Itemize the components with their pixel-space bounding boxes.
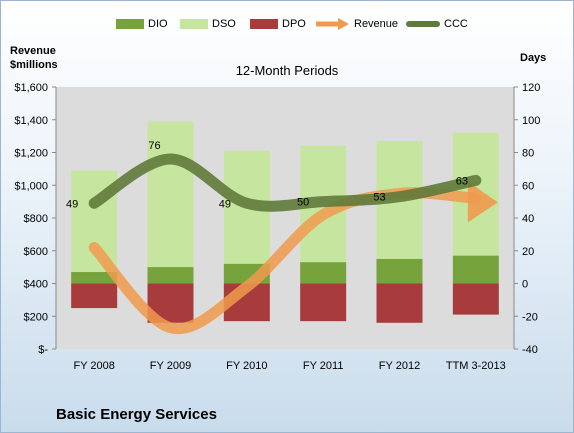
- bar-dio: [300, 262, 347, 284]
- ccc-data-label: 50: [297, 197, 309, 209]
- legend-item-dio: DIO: [116, 14, 168, 34]
- legend-label-dso: DSO: [212, 18, 236, 30]
- bar-dpo: [376, 283, 423, 323]
- legend-item-ccc: CCC: [406, 14, 468, 34]
- left-tick-label: $400: [24, 279, 48, 291]
- legend-item-dpo: DPO: [250, 14, 306, 34]
- company-name: Basic Energy Services: [56, 406, 217, 423]
- right-tick-label: 60: [522, 180, 534, 192]
- right-tick-label: 80: [522, 148, 534, 160]
- bar-dio: [452, 255, 499, 284]
- legend-label-dpo: DPO: [282, 18, 306, 30]
- left-tick-label: $800: [24, 213, 48, 225]
- bar-dpo: [452, 283, 499, 315]
- ccc-data-label: 49: [66, 198, 78, 210]
- legend-label-revenue: Revenue: [354, 18, 399, 30]
- right-tick-label: 120: [522, 82, 540, 94]
- ccc-data-label: 63: [456, 175, 468, 187]
- legend-item-dso: DSO: [180, 14, 236, 34]
- left-tick-label: $1,000: [14, 180, 48, 192]
- legend-swatch-dpo: [250, 19, 278, 29]
- legend-label-dio: DIO: [148, 18, 168, 30]
- ccc-data-label: 49: [219, 198, 231, 210]
- left-tick-label: $200: [24, 311, 48, 323]
- left-axis-label-line2: $millions: [10, 59, 58, 71]
- x-tick-label: TTM 3-2013: [446, 360, 506, 372]
- left-tick-label: $600: [24, 246, 48, 258]
- bar-dpo: [300, 283, 347, 322]
- revenue-arrowhead: [467, 181, 498, 223]
- bar-dio: [71, 272, 118, 284]
- left-tick-label: $1,400: [14, 115, 48, 127]
- ccc-data-label: 76: [148, 140, 160, 152]
- left-tick-label: $1,200: [14, 148, 48, 160]
- right-tick-label: 40: [522, 213, 534, 225]
- legend-swatch-dso: [180, 19, 208, 29]
- bar-dio: [147, 267, 194, 284]
- legend-label-ccc: CCC: [444, 18, 468, 30]
- x-tick-label: FY 2011: [303, 360, 344, 372]
- x-tick-label: FY 2009: [150, 360, 191, 372]
- legend-arrow-icon: [316, 18, 349, 30]
- chart-title: 12-Month Periods: [235, 63, 339, 78]
- plot-area: [56, 87, 514, 349]
- legend-item-revenue: Revenue: [316, 14, 398, 34]
- right-tick-label: -40: [522, 344, 538, 356]
- left-axis-label-line1: Revenue: [10, 45, 56, 57]
- left-tick-label: $1,600: [14, 82, 48, 94]
- bar-dpo: [71, 283, 118, 309]
- x-tick-label: FY 2012: [379, 360, 420, 372]
- right-tick-label: 0: [522, 279, 528, 291]
- bar-dso: [147, 121, 194, 268]
- legend-swatch-dio: [116, 19, 144, 29]
- x-tick-label: FY 2010: [226, 360, 267, 372]
- left-tick-label: $-: [38, 344, 48, 356]
- x-tick-label: FY 2008: [73, 360, 114, 372]
- ccc-line: [88, 153, 482, 212]
- ccc-data-label: 53: [373, 192, 385, 204]
- right-tick-label: -20: [522, 311, 538, 323]
- bar-dio: [376, 258, 423, 284]
- legend: DIO DSO DPO Revenue CCC: [0, 14, 574, 34]
- legend-line-icon: [406, 21, 440, 27]
- right-axis-label: Days: [520, 52, 547, 64]
- right-tick-label: 100: [522, 115, 540, 127]
- right-tick-label: 20: [522, 246, 534, 258]
